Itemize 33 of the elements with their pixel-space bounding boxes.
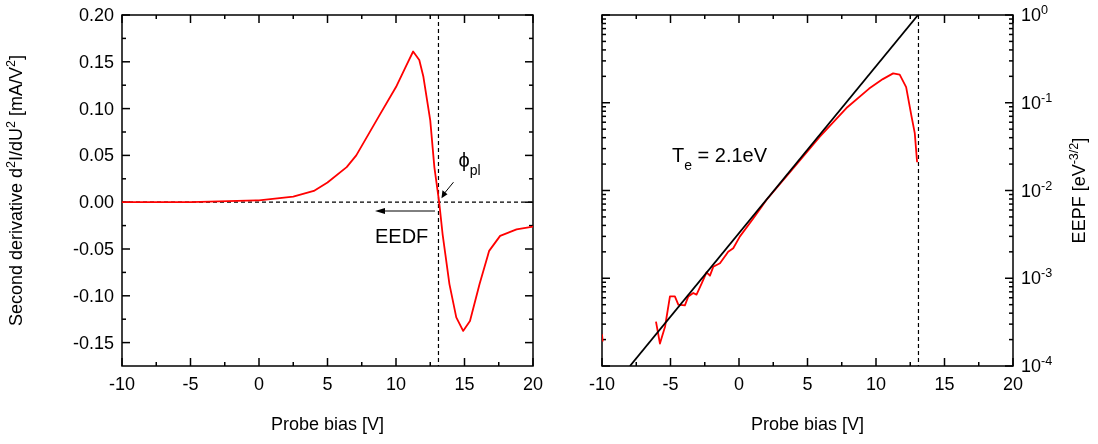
y-tick-label: -0.05 [72, 239, 114, 259]
x-tick-label: -5 [662, 374, 679, 394]
y-tick-label: 10$^{0}$ [1021, 3, 1049, 25]
y-tick-label: 0.05 [78, 145, 114, 166]
x-tick-label: -10 [108, 374, 136, 394]
y-tick-label: 0.10 [78, 98, 114, 119]
x-tick-label: 0 [253, 374, 265, 394]
x-tick-label: 5 [802, 374, 813, 394]
x-axis-title: Probe bias [V] [270, 414, 385, 434]
y-tick-label: 10$^{-1}$ [1021, 90, 1053, 113]
y-tick-label: 10$^{-3}$ [1021, 266, 1053, 289]
y-tick-label: 0.15 [78, 51, 114, 72]
x-axis-title: Probe bias [V] [750, 414, 865, 434]
x-tick-label: 5 [322, 374, 333, 394]
annotation: EEDF [375, 225, 429, 247]
y-tick-label: -0.15 [72, 332, 114, 353]
y-tick-label: 0.20 [78, 5, 114, 25]
annotation: T$_{e}$ = 2.1eV [672, 144, 768, 173]
x-tick-label: -10 [588, 374, 616, 394]
x-tick-label: 20 [1002, 374, 1024, 394]
x-tick-label: 15 [454, 374, 475, 394]
y-tick-label: 0.00 [78, 192, 114, 213]
y-tick-label: -0.10 [72, 285, 114, 306]
line-series [122, 50, 533, 332]
x-tick-label: -5 [182, 374, 199, 394]
x-tick-label: 10 [865, 374, 887, 394]
x-tick-label: 10 [385, 374, 407, 394]
y-tick-label: 10$^{-2}$ [1021, 178, 1053, 201]
y-tick-label: 10$^{-4}$ [1021, 354, 1053, 376]
x-tick-label: 20 [522, 374, 544, 394]
annotation: ϕ$_{pl}$ [458, 149, 481, 179]
x-tick-label: 15 [934, 374, 955, 394]
x-tick-label: 0 [733, 374, 745, 394]
